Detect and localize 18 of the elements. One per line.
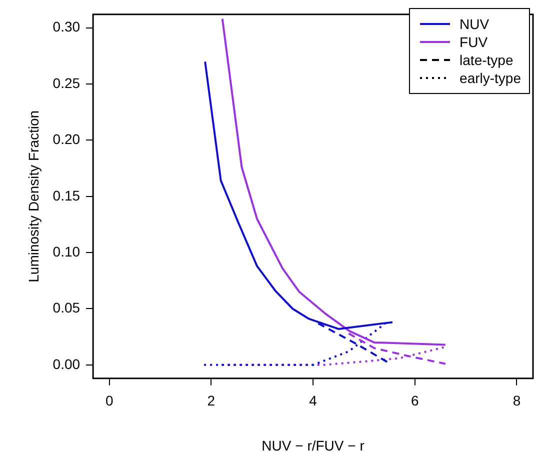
legend-label: early-type	[460, 70, 521, 86]
y-tick-label: 0.00	[52, 356, 80, 372]
y-tick-label: 0.15	[52, 187, 80, 204]
x-tick-label: 2	[207, 392, 216, 409]
y-tick-label: 0.30	[52, 18, 80, 35]
legend-label: late-type	[460, 52, 514, 68]
y-tick-label: 0.05	[52, 300, 80, 316]
y-tick-label: 0.20	[52, 131, 80, 148]
x-tick-label: 8	[512, 392, 521, 409]
legend-label: FUV	[460, 34, 488, 50]
legend-label: NUV	[460, 16, 490, 32]
y-tick-label: 0.10	[52, 243, 80, 260]
y-axis-title: Luminosity Density Fraction	[25, 110, 42, 282]
x-tick-label: 6	[410, 392, 419, 409]
y-tick-label: 0.25	[52, 74, 80, 91]
x-tick-label: 0	[105, 392, 114, 409]
x-tick-label: 4	[309, 392, 318, 409]
x-axis-title: NUV − r/FUV − r	[262, 437, 365, 454]
